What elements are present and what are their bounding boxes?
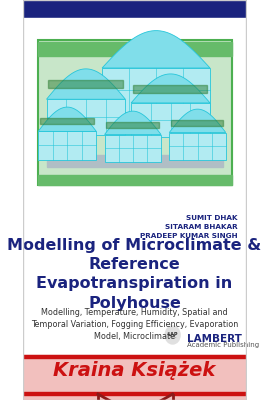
Polygon shape <box>169 109 226 132</box>
Text: Academic Publishing: Academic Publishing <box>187 342 259 348</box>
Bar <box>171 120 223 126</box>
Bar <box>23 0 246 18</box>
Text: Modelling of Microclimate &
Reference
Evapotranspiration in
Polyhouse: Modelling of Microclimate & Reference Ev… <box>7 238 261 310</box>
Polygon shape <box>38 107 96 131</box>
Bar <box>23 392 246 395</box>
Bar <box>23 203 246 355</box>
Text: LAMBERT: LAMBERT <box>187 334 242 344</box>
Bar <box>47 99 125 135</box>
Bar <box>38 42 232 56</box>
Bar <box>23 355 246 400</box>
Bar <box>133 85 207 93</box>
Text: Kraina Książek: Kraina Książek <box>53 360 216 380</box>
Polygon shape <box>102 31 210 68</box>
Bar <box>40 118 94 124</box>
Text: Modelling, Temperature, Humidity, Spatial and
Temporal Variation, Fogging Effici: Modelling, Temperature, Humidity, Spatia… <box>31 308 238 340</box>
Bar <box>105 134 161 162</box>
Polygon shape <box>105 111 161 134</box>
Bar <box>47 155 223 167</box>
Polygon shape <box>131 74 210 103</box>
Bar <box>23 18 246 203</box>
Bar <box>131 103 210 137</box>
Bar <box>48 80 123 88</box>
Bar <box>169 132 226 160</box>
Bar <box>38 131 96 160</box>
Bar <box>106 122 158 128</box>
Bar <box>38 175 232 185</box>
Circle shape <box>165 326 180 344</box>
FancyBboxPatch shape <box>38 40 232 185</box>
Text: LAP: LAP <box>167 332 178 336</box>
Text: SUMIT DHAK
SITARAM BHAKAR
PRADEEP KUMAR SINGH: SUMIT DHAK SITARAM BHAKAR PRADEEP KUMAR … <box>140 215 237 239</box>
Bar <box>102 68 210 112</box>
Bar <box>23 355 246 358</box>
Polygon shape <box>47 69 125 99</box>
Text: ~~~: ~~~ <box>168 336 177 340</box>
Bar <box>38 40 232 185</box>
